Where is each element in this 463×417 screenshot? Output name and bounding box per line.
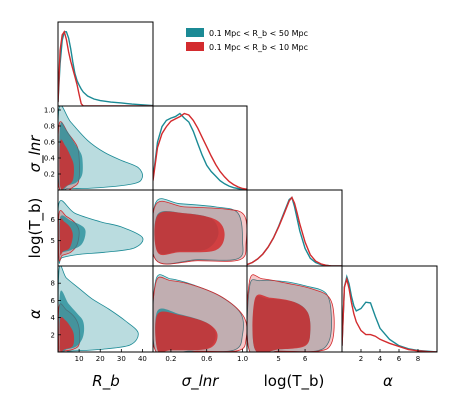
frame-diag-R_b [57, 21, 154, 107]
y-tick-label: 8 [51, 280, 55, 288]
contour-R_b-alpha [58, 266, 139, 352]
x-label-rb: R_b [92, 372, 119, 391]
x-tick-label: 1.0 [237, 355, 248, 363]
marginal-line-narrow [58, 30, 153, 106]
contour-sigma_lnr-log_Tb [153, 198, 247, 265]
y-label-sigma: σ_lnr [26, 135, 45, 173]
contour-narrow-inner [155, 311, 218, 352]
x-tick-label: 0.2 [165, 355, 176, 363]
x-tick-label: 8 [416, 355, 420, 363]
x-axis-labels: R_b σ_lnr log(T_b) α [92, 372, 393, 391]
x-tick-label: 10 [75, 355, 84, 363]
x-tick-label: 0.6 [201, 355, 213, 363]
marginal-line-narrow [153, 112, 247, 190]
x-tick-label: 40 [138, 355, 147, 363]
y-tick-label: 1.0 [44, 107, 55, 115]
y-label-alpha: α [26, 309, 44, 319]
y-tick-label: 0.2 [44, 171, 55, 179]
y-tick-label: 0.4 [44, 155, 56, 163]
x-tick-label: 4 [378, 355, 383, 363]
y-tick-label: 6 [51, 297, 56, 305]
contour-log_Tb-alpha [247, 274, 335, 352]
contour-narrow-inner [252, 294, 311, 352]
contour-narrow-inner [59, 139, 74, 190]
x-tick-label: 6 [303, 355, 308, 363]
y-tick-label: 5 [51, 237, 55, 245]
contour-wide-outer [58, 200, 144, 264]
contour-R_b-log_Tb [58, 200, 144, 264]
legend-swatch-wide [186, 28, 204, 37]
x-tick-label: 6 [397, 355, 402, 363]
marginal-line-wide [153, 112, 247, 190]
x-tick-label: 20 [96, 355, 105, 363]
ticks: 20 40 10 30 0.2 0.6 1.0 5 6 2 4 6 8 0.2 0.4 0.6 0.8 1.0 5 6… [44, 107, 420, 364]
x-tick-label: 2 [359, 355, 363, 363]
x-label-logtb: log(T_b) [264, 372, 325, 391]
y-tick-label: 6 [51, 216, 56, 224]
y-tick-label: 4 [51, 314, 56, 322]
y-tick-label: 2 [51, 331, 55, 339]
legend: 0.1 Mpc < R_b < 50 Mpc 0.1 Mpc < R_b < 1… [186, 28, 308, 52]
legend-swatch-narrow [186, 42, 204, 51]
panels [57, 21, 438, 353]
marginal-R_b [58, 30, 153, 106]
contour-narrow-inner [59, 218, 73, 256]
y-tick-label: 0.8 [44, 123, 55, 131]
marginal-sigma_lnr [153, 112, 247, 190]
marginal-alpha [342, 274, 437, 352]
frame-log_Tb-alpha [246, 265, 343, 353]
marginal-log_Tb [247, 196, 342, 266]
marginal-line-wide [342, 274, 437, 352]
legend-label-narrow: 0.1 Mpc < R_b < 10 Mpc [209, 43, 308, 52]
marginal-line-narrow [342, 276, 437, 352]
contour-narrow-inner [59, 317, 75, 352]
y-axis-labels: σ_lnr log(T_b) α [26, 135, 45, 319]
legend-label-wide: 0.1 Mpc < R_b < 50 Mpc [209, 29, 308, 38]
y-label-logtb: log(T_b) [26, 198, 45, 259]
x-label-alpha: α [383, 372, 393, 390]
marginal-line-narrow [247, 196, 342, 266]
x-label-sigma: σ_lnr [182, 372, 220, 391]
contour-sigma_lnr-alpha [153, 274, 247, 352]
contour-narrow-inner [154, 211, 225, 256]
x-tick-label: 5 [276, 355, 280, 363]
contour-R_b-sigma_lnr [58, 106, 143, 190]
y-tick-label: 0.6 [44, 139, 56, 147]
x-tick-label: 30 [117, 355, 126, 363]
